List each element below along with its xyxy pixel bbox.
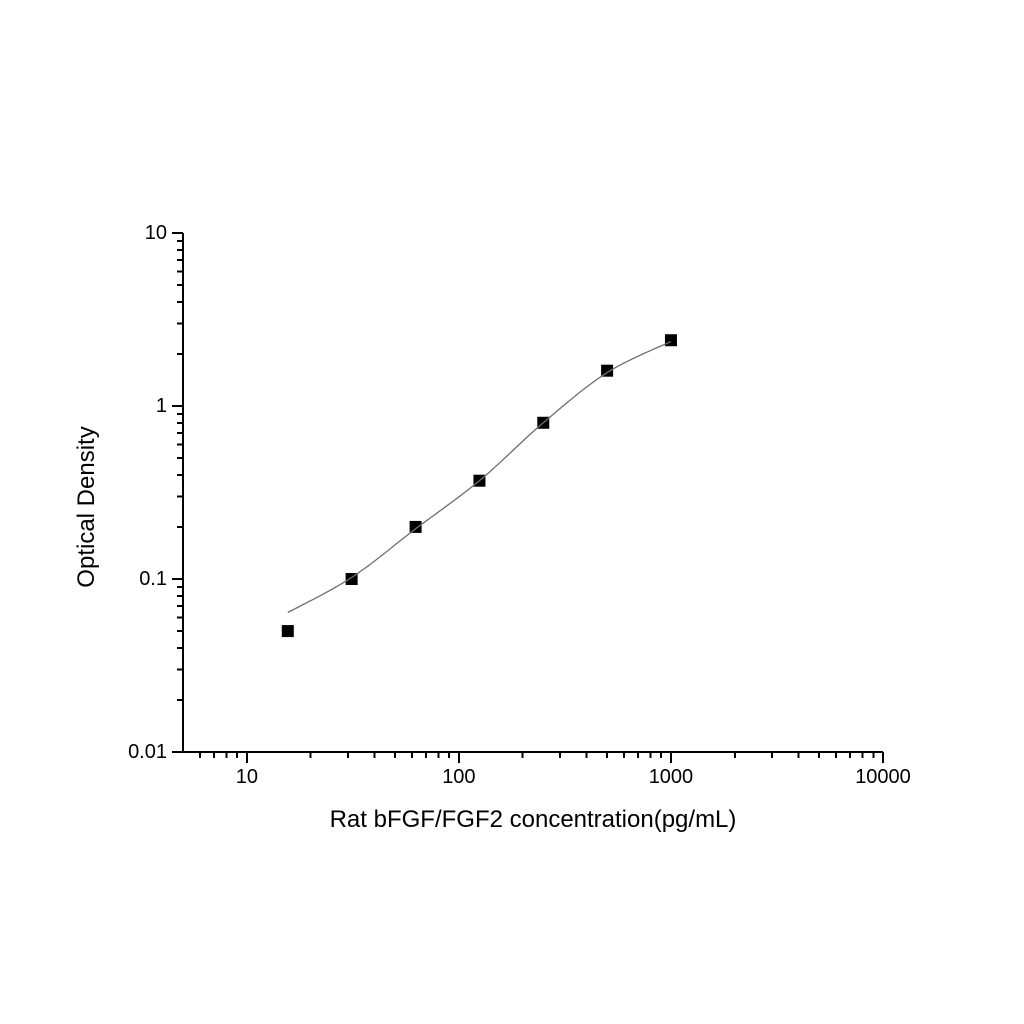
- x-tick-label: 10000: [855, 766, 911, 788]
- x-tick-label: 1000: [649, 766, 694, 788]
- data-point-marker: [601, 364, 614, 377]
- y-tick-label: 0.01: [128, 741, 167, 763]
- series-group: [281, 334, 677, 638]
- fit-curve-line: [287, 340, 672, 614]
- x-axis-title: Rat bFGF/FGF2 concentration(pg/mL): [330, 806, 737, 833]
- y-axis-title: Optical Density: [73, 426, 100, 587]
- axes-group: 10 100 1000 10000 0.01 0.1 1 10: [128, 222, 911, 788]
- y-tick-label: 1: [156, 395, 167, 417]
- data-point-marker: [409, 520, 422, 533]
- x-tick-label: 10: [236, 766, 258, 788]
- data-point-marker: [281, 625, 294, 638]
- x-tick-label: 100: [442, 766, 475, 788]
- y-tick-label: 10: [145, 222, 167, 244]
- y-tick-label: 0.1: [139, 568, 167, 590]
- data-point-marker: [664, 334, 677, 347]
